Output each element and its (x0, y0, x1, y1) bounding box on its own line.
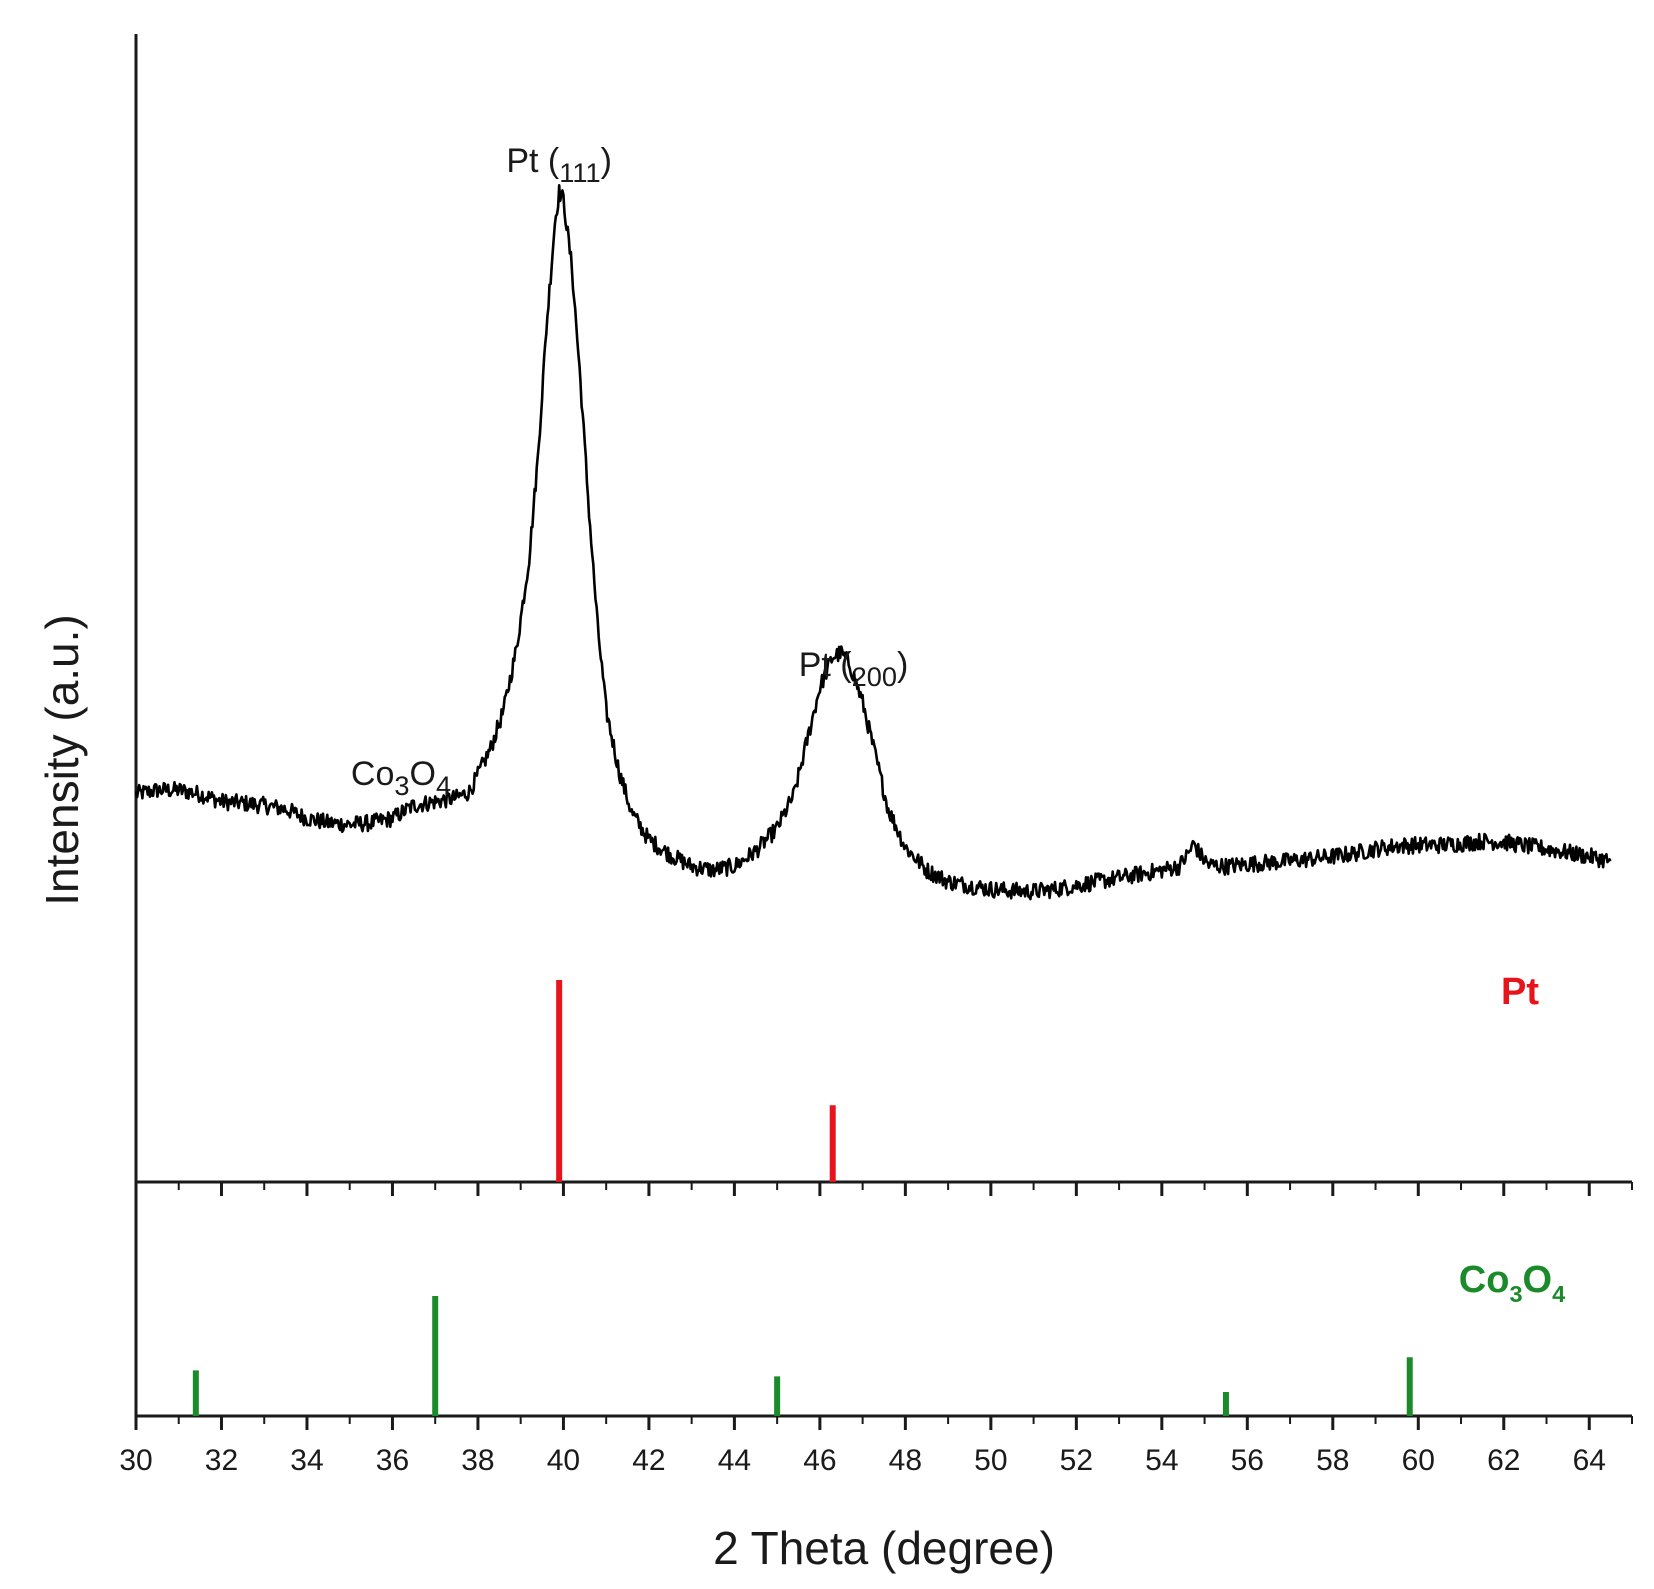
x-tick-label: 58 (1316, 1444, 1349, 1477)
peak-annotation-0: Pt (111) (506, 142, 612, 188)
x-tick-label: 56 (1231, 1444, 1264, 1477)
x-tick-label: 62 (1487, 1444, 1520, 1477)
x-axis-ticks: 30 32 34 36 38 40 42 44 46 48 50 52 54 56 58 60 62 64 (119, 1182, 1633, 1477)
x-tick-label: 50 (974, 1444, 1007, 1477)
x-tick-label: 42 (632, 1444, 665, 1477)
xrd-pattern-line-0 (134, 184, 1612, 901)
x-tick-label: 34 (290, 1444, 323, 1477)
x-tick-label: 52 (1060, 1444, 1093, 1477)
x-tick-label: 32 (205, 1444, 238, 1477)
x-tick-label: 40 (547, 1444, 580, 1477)
ref-label-1: Co3O4 (1459, 1259, 1565, 1307)
x-tick-label: 30 (119, 1444, 152, 1477)
x-axis-title: 2 Theta (degree) (713, 1522, 1055, 1574)
x-tick-label: 64 (1573, 1444, 1606, 1477)
ref-label-0: Pt (1501, 971, 1539, 1013)
xrd-pattern-layer (134, 184, 1612, 901)
x-tick-label: 46 (803, 1444, 836, 1477)
x-tick-label: 60 (1402, 1444, 1435, 1477)
axes-frame (134, 34, 1632, 1418)
x-tick-label: 44 (718, 1444, 751, 1477)
x-tick-label: 36 (376, 1444, 409, 1477)
labels-layer: 2 Theta (degree) Intensity (a.u.) Pt (11… (36, 142, 1055, 1574)
x-tick-label: 48 (889, 1444, 922, 1477)
y-axis-title: Intensity (a.u.) (36, 614, 88, 905)
reference-lines-layer: Pt Co3O4 (192, 971, 1565, 1416)
x-tick-label: 38 (461, 1444, 494, 1477)
peak-annotation-1: Pt (200) (799, 646, 909, 692)
x-tick-label: 54 (1145, 1444, 1178, 1477)
peak-annotation-2: Co3O4 (351, 755, 451, 801)
